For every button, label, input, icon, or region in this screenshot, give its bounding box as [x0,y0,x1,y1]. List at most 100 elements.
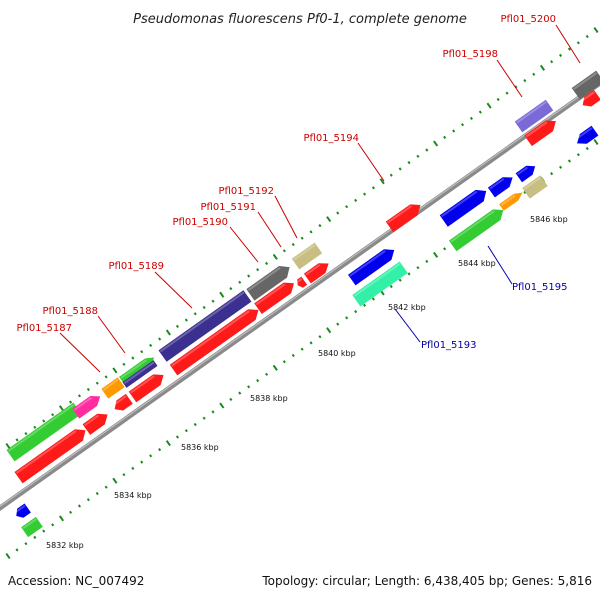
label-callouts [59,24,581,373]
gene-red-b-shape [254,282,294,315]
gene-orange-inner [499,192,523,211]
gene-red-f-shape [582,89,600,107]
gene-green-bottom-shape [21,516,43,538]
gene-blue-b-bevel [441,190,478,218]
scale-minor-tick [15,438,19,442]
scale-minor-tick [69,510,73,514]
gene-red-f [580,89,600,107]
gene-navy-long-bevel [159,291,245,353]
scale-minor-tick [184,429,188,433]
gene-green-bottom-bevel [22,518,37,530]
scale-minor-tick [211,410,215,414]
gene-khaki-right-shape [522,175,548,199]
gene-khaki-right [522,175,548,199]
gene-red-left-bevel [15,430,77,474]
gene-gray-right-bevel [573,72,598,90]
gene-green-left-shape [6,402,82,462]
scale-minor-tick [33,535,37,540]
scale-minor-tick [550,172,554,176]
scale-minor-tick [131,356,135,360]
scale-major-tick [5,442,11,450]
scale-minor-tick [469,116,473,121]
gene-label: Pfl01_5200 [500,14,556,25]
gene-green-inner-bevel [450,210,495,243]
scale-minor-tick [104,375,108,379]
gene-navy-thin-bevel [123,361,155,384]
gene-orange-inner-shape [499,192,523,211]
gene-track [6,70,600,538]
scale-minor-tick [363,192,367,196]
gene-red-f-bevel [580,91,595,103]
scale-minor-tick [496,97,500,102]
scale-minor-tick [291,353,295,358]
gene-red-e-bevel [525,121,548,138]
scale-minor-tick [363,303,367,307]
gene-red-c [303,263,329,284]
scale-minor-tick [336,322,340,326]
gene-red-c-bevel [305,264,321,276]
scale-minor-tick [443,247,447,251]
gene-label: Pfl01_5195 [512,282,568,293]
outer-scale-dots [5,26,599,450]
scale-minor-tick [371,297,375,301]
scale-minor-tick [51,413,55,417]
scale-minor-tick [229,397,233,402]
scale-minor-tick [202,305,206,310]
callout-line [394,308,421,343]
scale-minor-tick [282,360,286,364]
scale-major-tick [219,291,225,298]
gene-blue-c-shape [487,177,513,198]
scale-minor-tick [585,146,589,151]
scale-minor-tick [550,60,554,64]
gene-blue-d-bevel [517,166,529,176]
gene-red-tiny [296,276,308,288]
gene-blue-a-shape [348,249,395,286]
callout-line [555,24,581,64]
gene-aquamarine-bevel [353,262,401,297]
scale-minor-tick [24,542,28,546]
scale-minor-tick [300,236,304,240]
gene-blue-c-bevel [489,178,505,190]
scale-major-tick [593,26,599,34]
gene-navy-thin-shape [122,360,158,388]
gene-orange [101,377,125,399]
scale-minor-tick [238,391,242,395]
scale-minor-tick [300,347,304,351]
gene-green-small-bevel [120,359,147,379]
gene-green-inner [448,209,504,252]
scale-minor-tick [193,312,197,316]
scale-minor-tick [425,259,429,264]
scale-major-tick [539,64,546,71]
callout-line [229,226,259,263]
scale-minor-tick [42,529,46,533]
scale-minor-tick [345,205,349,209]
scale-minor-tick [140,350,144,354]
gene-aquamarine [352,261,408,307]
gene-red-d-bevel [387,205,412,224]
scale-minor-tick [336,211,340,215]
scale-major-tick [165,329,171,336]
gene-label: Pfl01_5187 [16,323,72,334]
scale-minor-tick [371,186,375,190]
gene-red-small [82,413,108,435]
topology-text: Topology: circular; Length: 6,438,405 bp… [261,574,592,588]
gene-blue-left-bevel [14,504,26,514]
scale-minor-tick [104,485,108,489]
scale-minor-tick [24,432,28,436]
scale-minor-tick [576,153,580,157]
scale-minor-tick [256,268,260,272]
scale-minor-tick [443,135,447,140]
outer-gene-labels: Pfl01_5187 Pfl01_5188 Pfl01_5189 Pfl01_5… [16,14,556,334]
callout-line [496,59,523,98]
gene-label: Pfl01_5189 [108,261,164,272]
scale-minor-tick [86,498,90,502]
scale-minor-tick [318,224,322,228]
gene-red-long-shape [169,309,259,376]
scale-minor-tick [585,34,589,39]
gene-blue-c [487,177,513,198]
scale-minor-tick [282,249,286,253]
scale-minor-tick [69,400,73,404]
scale-minor-tick [478,110,482,114]
gene-navy-thin [122,360,158,388]
